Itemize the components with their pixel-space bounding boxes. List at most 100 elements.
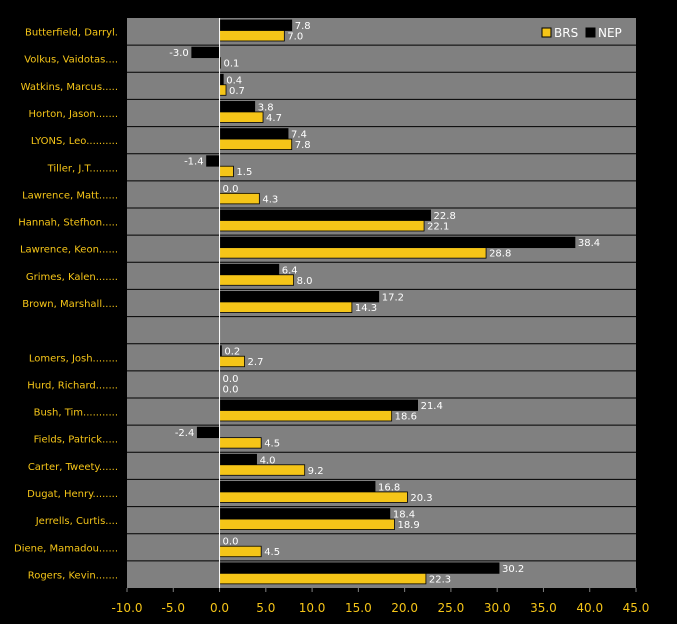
category-label: Hurd, Richard....... [27,380,118,391]
bar-nep [219,508,391,520]
bar-brs [219,464,306,476]
bar-brs [219,192,260,205]
category-label: Bush, Tim........... [34,408,118,419]
value-label-nep: 0.0 [223,184,239,195]
bar-nep [196,426,220,439]
value-label-nep: 7.8 [295,21,311,32]
value-label-brs: 7.8 [295,140,311,151]
value-label-brs: 4.5 [264,439,280,450]
x-tick-label: -5.0 [162,601,185,615]
value-label-nep: 3.8 [258,102,274,113]
x-axis-ticks: -10.0 -5.0 0.0 5.0 10.0 15.0 20.0 25.0 30.0 35.0 4… [111,588,649,615]
category-label: Tiller, J.T......... [47,163,118,174]
category-label: Watkins, Marcus..... [21,82,118,93]
bar-nep [219,399,418,411]
bar-brs [219,274,294,286]
bar-nep [191,46,220,59]
value-label-nep: 0.0 [223,374,239,385]
value-label-brs: 22.3 [429,574,451,585]
category-label: Lawrence, Keon...... [20,245,118,256]
bar-nep [219,453,257,466]
bar-brs [219,572,427,585]
value-label-nep: 18.4 [393,510,415,521]
x-tick-label: 35.0 [530,601,557,615]
bar-nep [219,562,500,574]
value-label-brs: 8.0 [297,276,313,287]
legend-label-nep: NEP [598,26,622,40]
value-label-nep: 0.4 [226,75,242,86]
legend: BRS NEP [541,26,622,40]
value-label-brs: 1.5 [236,167,252,178]
bar-nep [219,73,224,86]
bar-brs [219,355,245,368]
category-label: Horton, Jason....... [29,109,118,120]
value-label-brs: 20.3 [410,493,432,504]
legend-swatch-brs [541,27,552,38]
value-label-brs: 9.2 [308,466,324,477]
category-label: Jerrells, Curtis.... [35,516,118,527]
value-label-brs: 2.7 [248,357,264,368]
x-tick-label: 10.0 [299,601,326,615]
value-label-nep: 7.4 [291,130,307,141]
bar-brs [219,491,408,503]
value-label-brs: 4.7 [266,113,282,124]
bar-brs [219,165,234,178]
row-separators [127,44,636,562]
value-label-brs: 0.1 [223,59,239,70]
x-tick-label: 30.0 [484,601,511,615]
bar-brs [219,545,262,558]
bar-nep [219,128,289,140]
legend-swatch-nep [585,27,596,38]
bar-nep [219,291,380,303]
category-label: Hannah, Stefhon..... [18,218,118,229]
bar-nep [219,481,376,493]
value-label-brs: 0.7 [229,86,245,97]
bar-nep [219,101,256,113]
value-label-nep: 30.2 [502,564,524,575]
value-label-brs: 18.9 [397,520,419,531]
category-label: Grimes, Kalen....... [26,272,118,283]
x-tick-label: 15.0 [345,601,372,615]
bar-brs [219,138,293,150]
category-label: Carter, Tweety...... [28,462,118,473]
category-label: LYONS, Leo.......... [31,136,118,147]
value-label-nep: 17.2 [382,292,404,303]
value-labels: 7.87.0-3.00.10.40.73.84.77.47.8-1.41.50.… [169,21,600,585]
x-tick-label: -10.0 [111,601,142,615]
value-label-brs: 7.0 [287,32,303,43]
value-label-nep: 0.2 [224,347,240,358]
category-label: Brown, Marshall..... [22,299,118,310]
value-label-brs: 4.5 [264,547,280,558]
bar-nep [206,155,220,167]
bar-nep [219,263,280,276]
x-tick-label: 0.0 [210,601,229,615]
category-label: Diene, Mamadou...... [14,543,118,554]
value-label-brs: 28.8 [489,249,511,260]
bar-brs [219,220,425,232]
value-label-brs: 18.6 [395,412,417,423]
bar-brs [219,111,264,123]
bar-brs [219,518,395,530]
bar-brs [219,30,285,42]
bar-nep [219,236,576,249]
bars [191,19,576,585]
value-label-nep: 0.0 [223,537,239,548]
bar-brs [219,247,487,259]
bar-nep [219,209,431,221]
x-tick-label: 25.0 [438,601,465,615]
bar-brs [219,84,227,96]
x-tick-label: 40.0 [576,601,603,615]
category-labels: Butterfield, Darryl. Volkus, Vaidotas....… [14,28,118,582]
value-label-nep: 21.4 [421,401,443,412]
value-label-nep: 4.0 [260,455,276,466]
bar-brs [219,437,262,449]
category-label: Rogers, Kevin....... [28,570,118,581]
legend-label-brs: BRS [554,26,578,40]
value-label-nep: -2.4 [175,428,195,439]
value-label-nep: 6.4 [282,265,298,276]
category-label: Dugat, Henry........ [27,489,118,500]
category-label: Lawrence, Matt...... [22,190,118,201]
category-label: Butterfield, Darryl. [25,28,118,39]
value-label-nep: 22.8 [434,211,456,222]
